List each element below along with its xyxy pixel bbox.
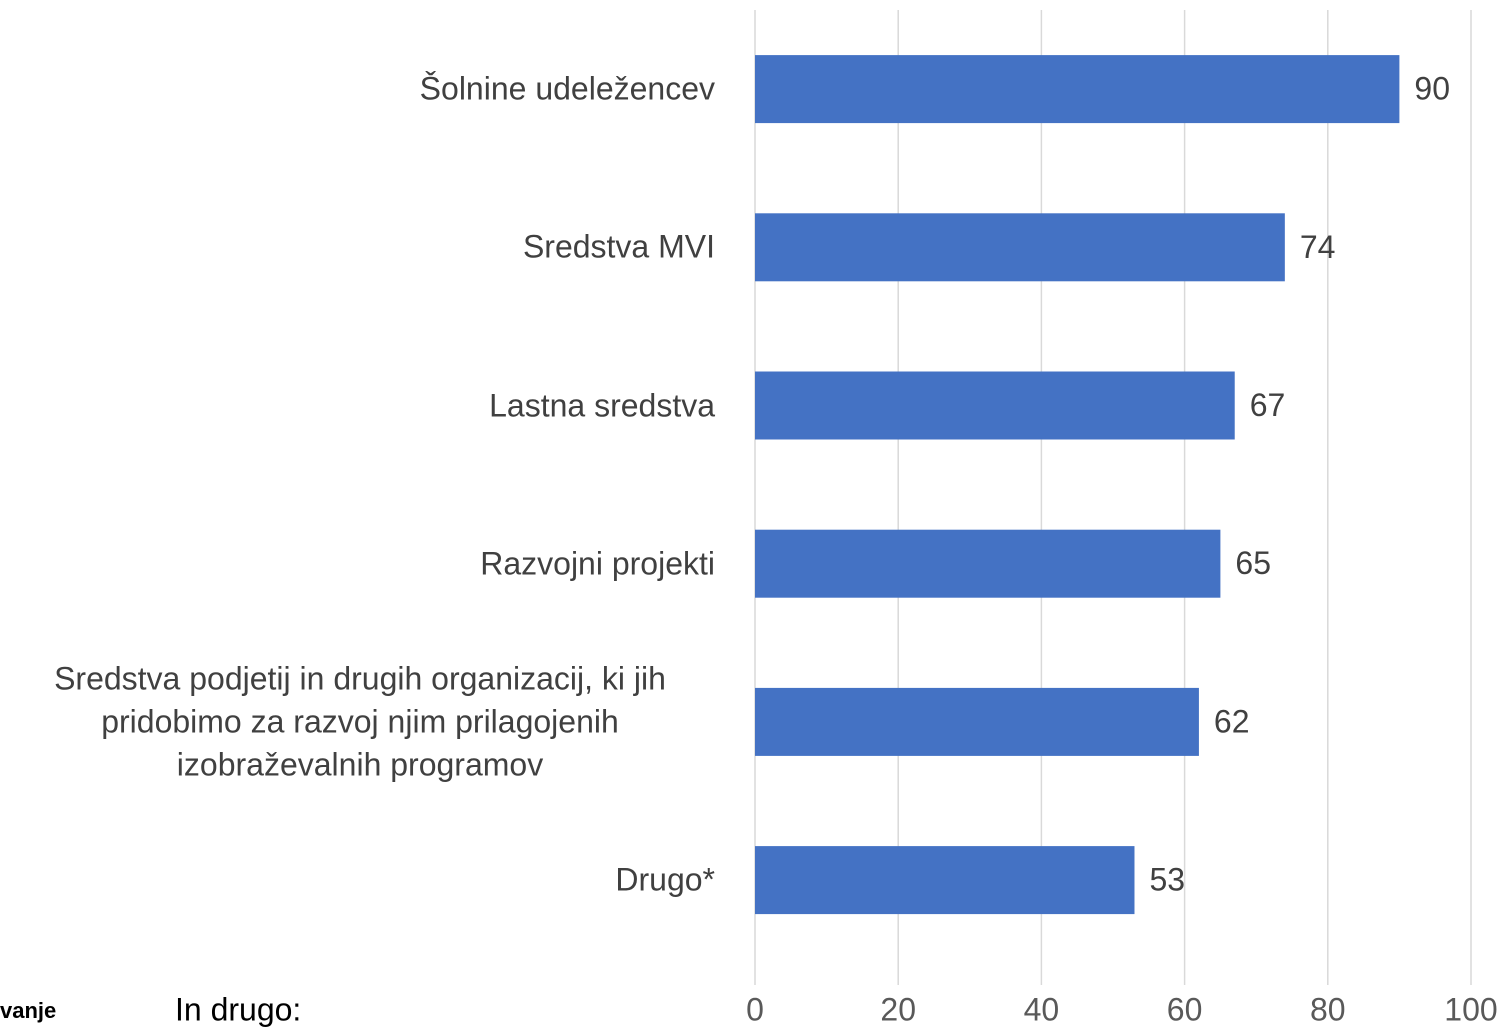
bar	[755, 55, 1400, 124]
bar	[755, 529, 1221, 598]
y-tick-label: Drugo*	[615, 861, 715, 898]
x-tick-label: 20	[880, 991, 916, 1027]
annotation: vanje	[0, 998, 56, 1023]
data-label: 67	[1250, 387, 1286, 423]
x-tick-label: 100	[1444, 991, 1497, 1027]
y-tick-label: Lastna sredstva	[489, 387, 715, 423]
y-tick-label: Šolnine udeležencev	[419, 70, 715, 107]
y-tick-label: Sredstva podjetij in drugih organizacij,…	[54, 660, 666, 783]
data-label: 53	[1149, 862, 1185, 898]
bar	[755, 213, 1285, 282]
data-label: 62	[1214, 703, 1250, 739]
bar	[755, 687, 1199, 756]
bar	[755, 846, 1135, 915]
y-tick-label: Sredstva MVI	[522, 228, 715, 265]
y-tick-label: Razvojni projekti	[480, 545, 715, 582]
x-tick-label: 60	[1167, 991, 1203, 1027]
x-tick-label: 40	[1024, 991, 1060, 1027]
annotation: In drugo:	[175, 991, 301, 1027]
x-tick-label: 0	[746, 991, 764, 1027]
data-label: 65	[1235, 545, 1271, 581]
data-label: 74	[1300, 229, 1336, 265]
x-tick-label: 80	[1310, 991, 1346, 1027]
data-label: 90	[1414, 71, 1450, 107]
bar	[755, 371, 1235, 440]
